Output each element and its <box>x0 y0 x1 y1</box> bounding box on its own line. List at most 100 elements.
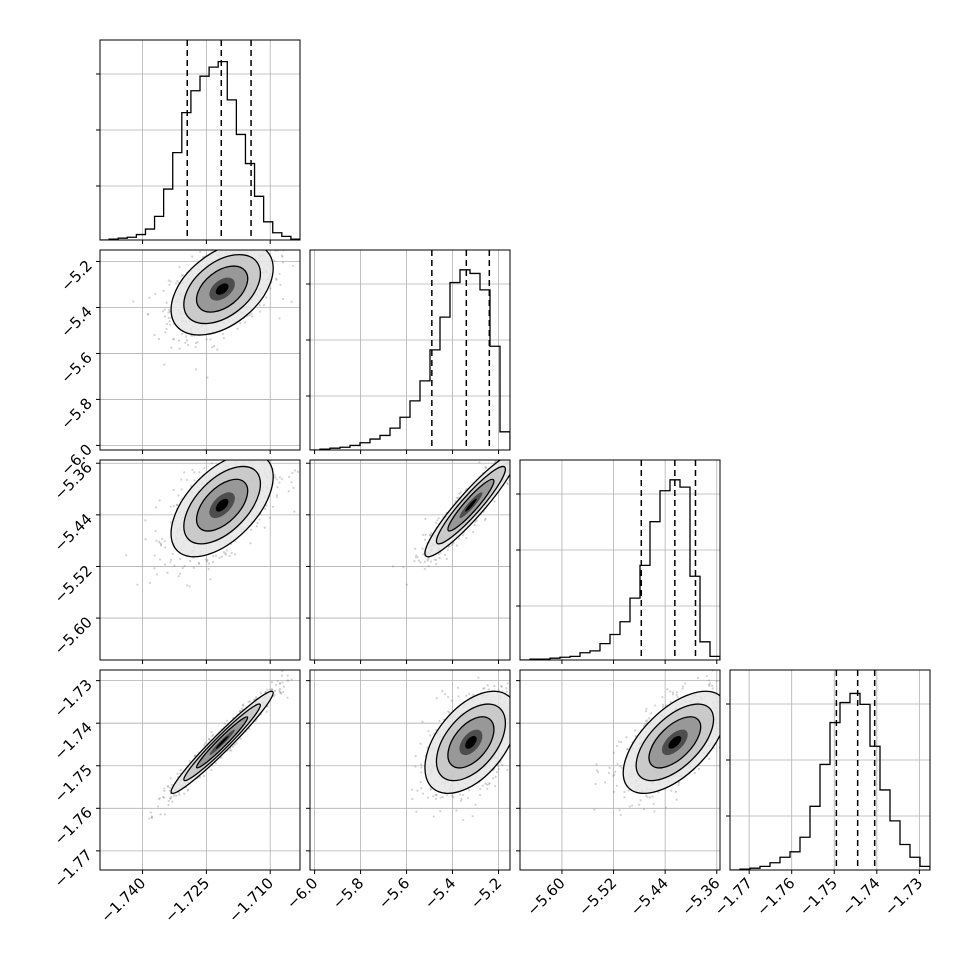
scatter-point <box>203 775 205 777</box>
scatter-point <box>493 685 495 687</box>
scatter-point <box>148 297 150 299</box>
scatter-point <box>506 440 508 442</box>
scatter-point <box>653 810 655 812</box>
scatter-point <box>525 437 527 439</box>
scatter-point <box>193 471 195 473</box>
scatter-point <box>239 322 241 324</box>
scatter-point <box>510 737 512 739</box>
scatter-point <box>281 256 283 258</box>
scatter-point <box>415 811 417 813</box>
scatter-point <box>166 328 168 330</box>
scatter-point <box>421 548 423 550</box>
scatter-point <box>465 695 467 697</box>
scatter-point <box>198 471 200 473</box>
scatter-point <box>278 244 280 246</box>
scatter-point <box>438 557 440 559</box>
y-tick-label: −5.52 <box>51 562 96 607</box>
scatter-point <box>518 454 520 456</box>
scatter-point <box>164 813 166 815</box>
scatter-point <box>486 788 488 790</box>
scatter-point <box>721 763 723 765</box>
scatter-point <box>176 773 178 775</box>
scatter-point <box>144 538 146 540</box>
scatter-point <box>260 447 262 449</box>
scatter-point <box>288 441 290 443</box>
scatter-point <box>455 809 457 811</box>
x-tick-label: −1.710 <box>225 874 277 926</box>
panel-3-0: −1.740−1.725−1.710−1.73−1.74−1.75−1.76−1… <box>51 641 333 926</box>
scatter-point <box>189 560 191 562</box>
scatter-point <box>278 481 280 483</box>
scatter-point <box>170 798 172 800</box>
scatter-point <box>177 494 179 496</box>
scatter-point <box>237 242 239 244</box>
scatter-point <box>415 556 417 558</box>
scatter-point <box>521 705 523 707</box>
scatter-point <box>276 486 278 488</box>
scatter-point <box>281 675 283 677</box>
scatter-point <box>263 431 265 433</box>
scatter-point <box>207 559 209 561</box>
scatter-point <box>292 265 294 267</box>
scatter-point <box>155 540 157 542</box>
scatter-point <box>645 720 647 722</box>
scatter-point <box>211 735 213 737</box>
scatter-point <box>427 730 429 732</box>
scatter-point <box>258 518 260 520</box>
scatter-point <box>186 584 188 586</box>
scatter-point <box>460 798 462 800</box>
scatter-point <box>609 767 611 769</box>
scatter-point <box>459 793 461 795</box>
y-tick-label: −5.4 <box>57 303 95 341</box>
scatter-point <box>519 453 521 455</box>
scatter-point <box>261 453 263 455</box>
scatter-point <box>148 817 150 819</box>
scatter-point <box>427 797 429 799</box>
scatter-point <box>513 456 515 458</box>
scatter-point <box>216 349 218 351</box>
scatter-point <box>237 233 239 235</box>
scatter-point <box>424 539 426 541</box>
scatter-point <box>275 684 277 686</box>
scatter-point <box>247 454 249 456</box>
scatter-point <box>163 364 165 366</box>
scatter-point <box>430 789 432 791</box>
scatter-point <box>415 755 417 757</box>
scatter-point <box>447 710 449 712</box>
scatter-point <box>206 376 208 378</box>
scatter-point <box>517 461 519 463</box>
scatter-point <box>187 344 189 346</box>
scatter-point <box>287 674 289 676</box>
scatter-point <box>163 797 165 799</box>
scatter-point <box>221 556 223 558</box>
scatter-point <box>479 794 481 796</box>
scatter-point <box>179 573 181 575</box>
scatter-point <box>163 790 165 792</box>
scatter-point <box>520 456 522 458</box>
scatter-point <box>164 546 166 548</box>
scatter-layer <box>148 641 333 820</box>
scatter-point <box>411 789 413 791</box>
scatter-point <box>281 478 283 480</box>
scatter-point <box>259 242 261 244</box>
scatter-point <box>525 463 527 465</box>
scatter-layer <box>125 429 299 587</box>
scatter-point <box>150 811 152 813</box>
scatter-point <box>415 554 417 556</box>
scatter-point <box>266 689 268 691</box>
scatter-point <box>297 664 299 666</box>
scatter-point <box>507 682 509 684</box>
scatter-point <box>249 314 251 316</box>
scatter-point <box>272 432 274 434</box>
scatter-point <box>180 769 182 771</box>
scatter-point <box>648 717 650 719</box>
scatter-point <box>276 494 278 496</box>
scatter-point <box>510 455 512 457</box>
scatter-point <box>208 738 210 740</box>
scatter-point <box>173 794 175 796</box>
scatter-point <box>467 797 469 799</box>
scatter-point <box>125 554 127 556</box>
scatter-point <box>159 499 161 501</box>
scatter-point <box>529 448 531 450</box>
